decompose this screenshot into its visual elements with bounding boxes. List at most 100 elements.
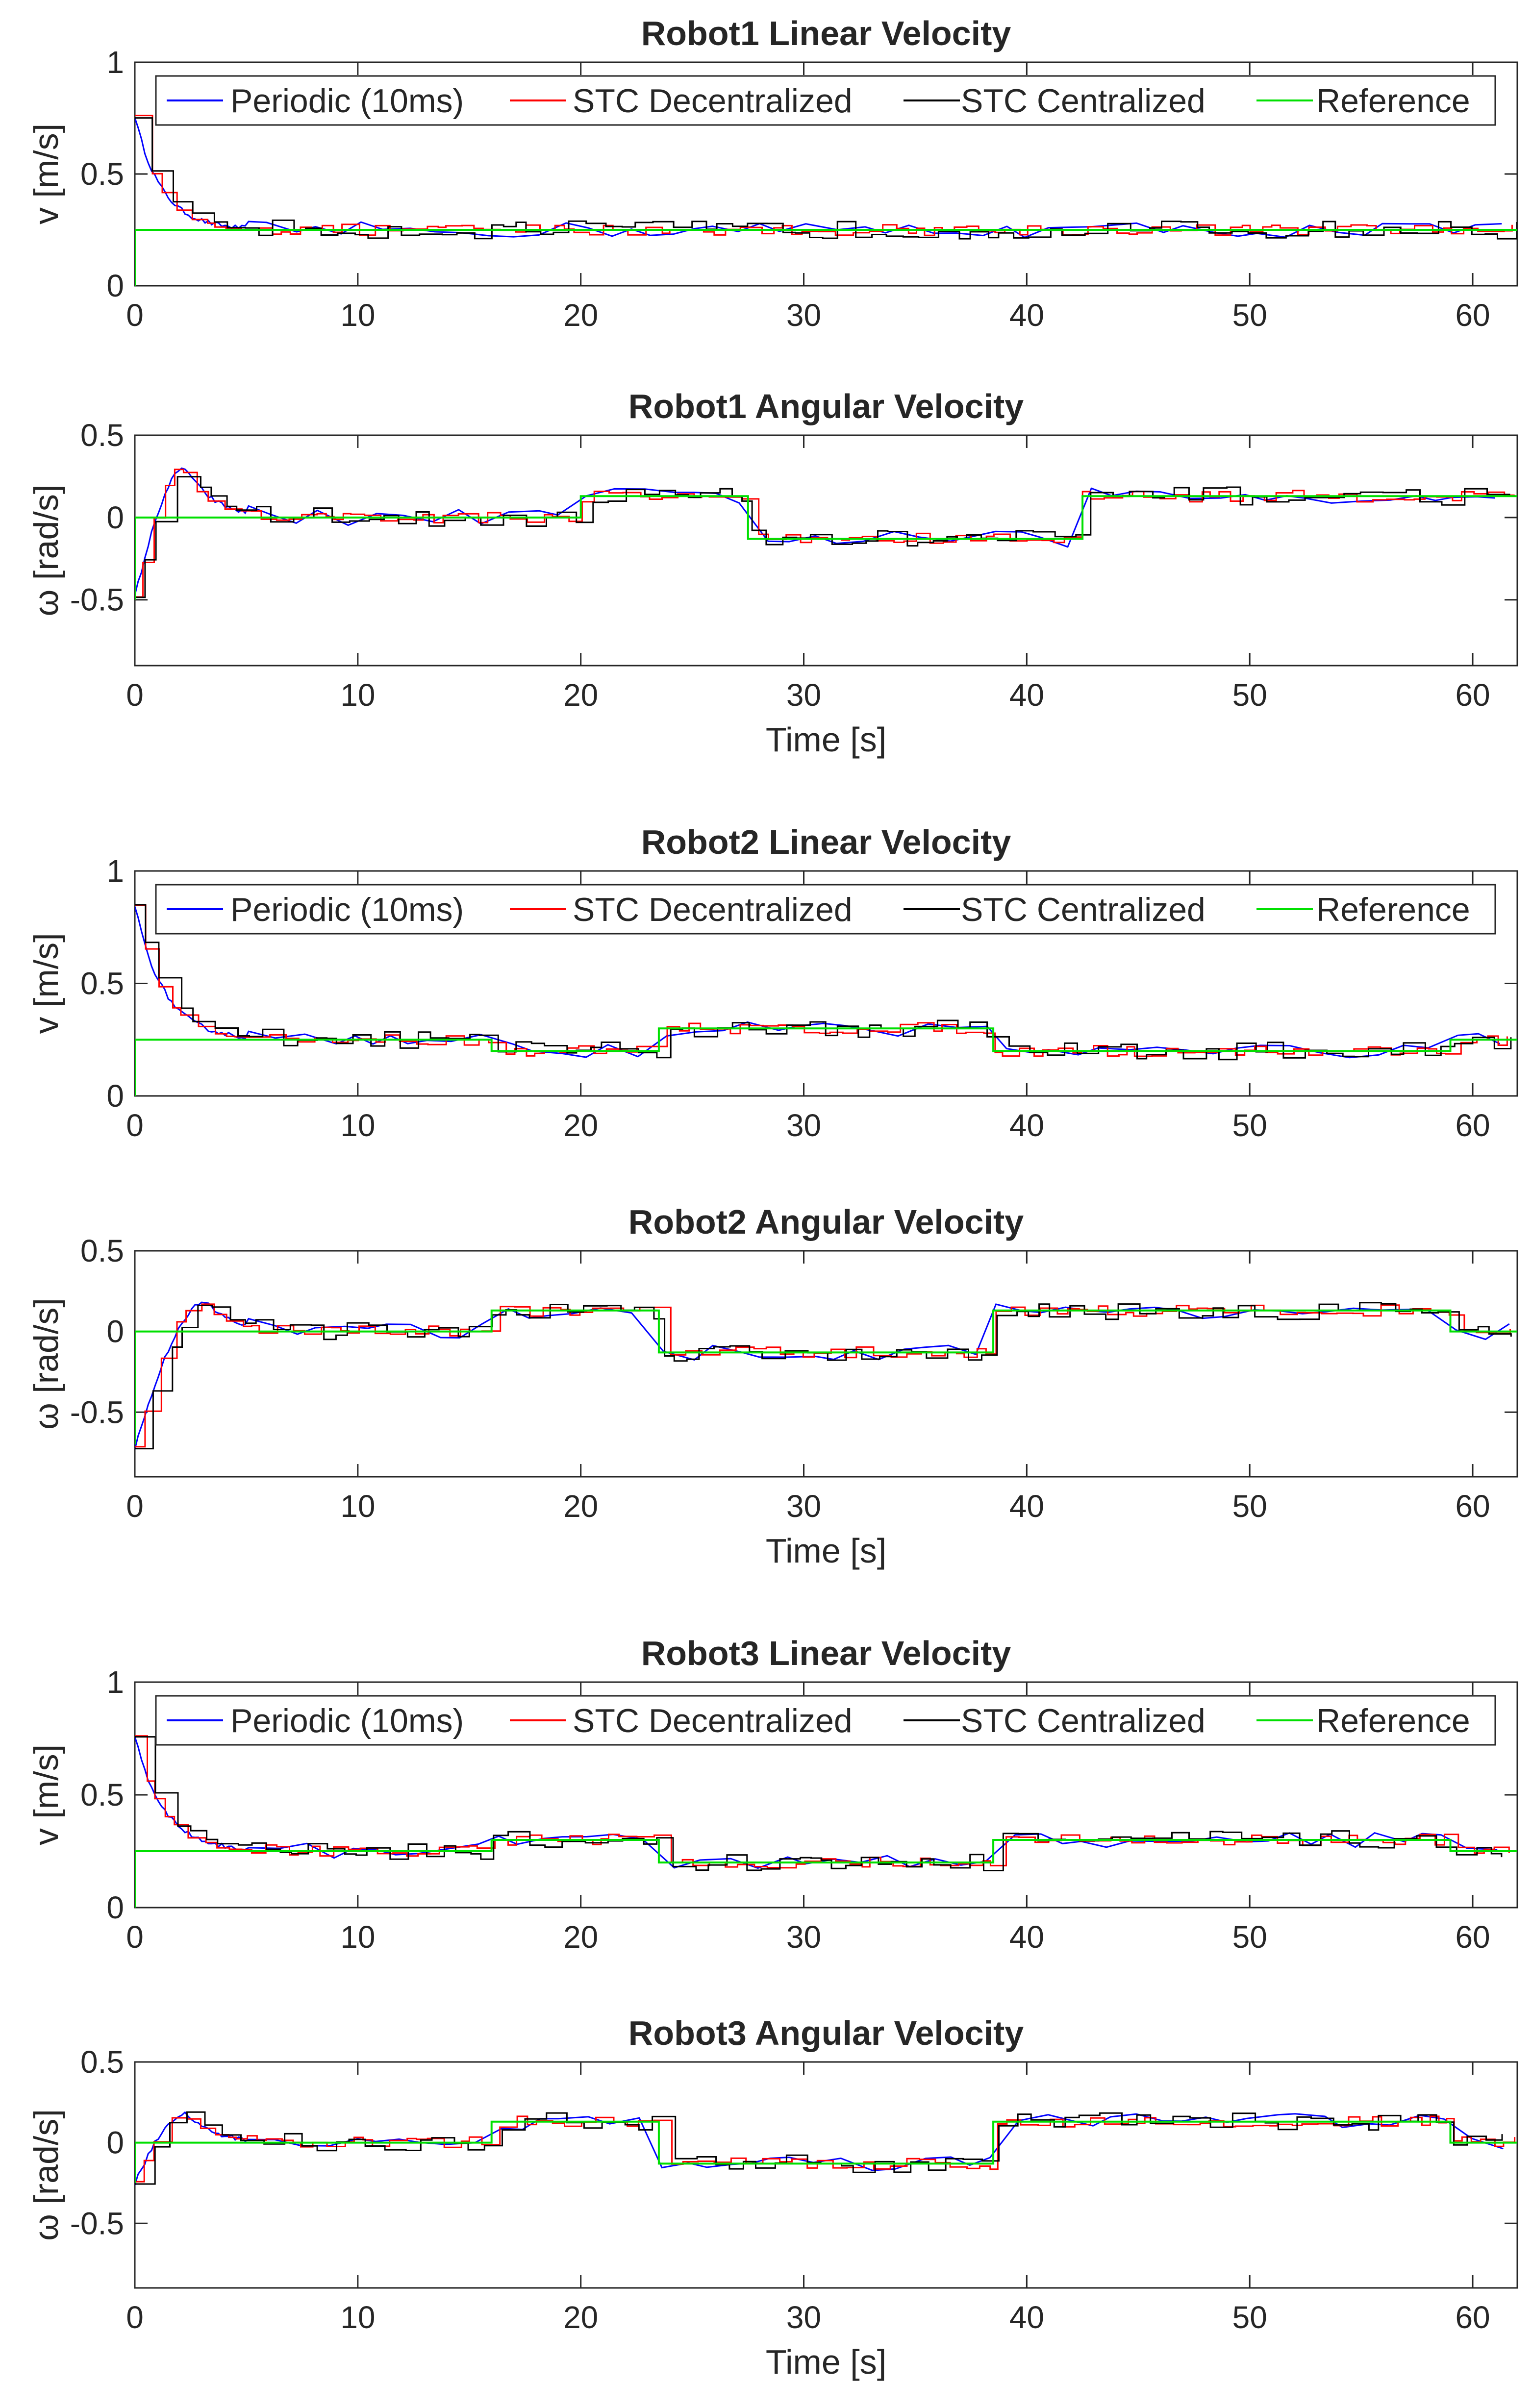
x-tick-label: 40 [1009,1489,1044,1524]
series-line-stc_centralized [135,904,1512,1061]
series-line-reference [135,1309,1517,1445]
series-line-stc_decentralized [135,1735,1510,1869]
legend-label-periodic: Periodic (10ms) [230,82,464,120]
x-axis-label: Time [s] [766,1532,886,1570]
x-tick-label: 50 [1232,677,1267,713]
x-tick-label: 40 [1009,1919,1044,1955]
subplot-1: 0 10 20 30 40 50 60 0 0.5 1 Robot1 Linear Velocity… [27,14,1518,333]
x-tick-label: 0 [126,677,144,713]
x-tick-label: 20 [563,298,598,333]
series-line-periodic [135,1737,1498,1869]
y-tick-label: 1 [106,45,124,80]
x-tick-label: 50 [1232,2300,1267,2335]
axes-box [134,1250,1518,1478]
x-tick-label: 20 [563,1489,598,1524]
x-tick-label: 50 [1232,1919,1267,1955]
subplot-2: 0 10 20 30 40 50 60 -0.5 0 0.5 Robot1 Angular Velo… [27,387,1518,759]
legend-label-stc_decentralized: STC Decentralized [573,891,853,928]
chart-title: Robot3 Angular Velocity [628,2014,1024,2052]
legend-label-periodic: Periodic (10ms) [230,1702,464,1739]
y-tick-label: -0.5 [70,582,124,618]
plot-area [135,904,1517,1096]
y-tick-label: -0.5 [70,2206,124,2241]
x-tick-label: 60 [1455,677,1490,713]
legend-label-reference: Reference [1316,82,1470,120]
chart-title: Robot2 Linear Velocity [641,823,1011,861]
x-tick-label: 10 [340,298,375,333]
subplot-3: 0 10 20 30 40 50 60 0 0.5 1 Robot2 Linear Velocity… [27,823,1518,1143]
x-tick-label: 10 [340,2300,375,2335]
x-tick-label: 0 [126,1489,144,1524]
chart-title: Robot2 Angular Velocity [628,1203,1024,1241]
y-tick-label: 0.5 [80,1777,124,1812]
x-tick-label: 30 [786,298,821,333]
series-line-reference [135,229,1517,286]
plot-area [135,467,1517,600]
series-line-periodic [135,467,1495,596]
axes-box [134,434,1518,667]
x-tick-label: 30 [786,2300,821,2335]
plot-area [135,1735,1517,1908]
legend-label-periodic: Periodic (10ms) [230,891,464,928]
series-line-reference [135,495,1517,600]
x-tick-label: 10 [340,1489,375,1524]
legend-label-stc_centralized: STC Centralized [961,891,1206,928]
x-tick-label: 20 [563,677,598,713]
x-tick-label: 30 [786,1108,821,1143]
legend-label-stc_decentralized: STC Decentralized [573,1702,853,1739]
chart-title: Robot1 Angular Velocity [628,387,1024,425]
legend-label-stc_centralized: STC Centralized [961,1702,1206,1739]
y-tick-label: 0 [106,500,124,535]
series-line-stc_centralized [135,1736,1503,1871]
plot-area [135,115,1517,286]
legend-label-stc_centralized: STC Centralized [961,82,1206,120]
series-line-reference [135,1027,1517,1096]
x-tick-label: 30 [786,1489,821,1524]
y-tick-label: 1 [106,853,124,889]
x-axis-label: Time [s] [766,720,886,759]
x-tick-label: 20 [563,2300,598,2335]
plot-area [135,1301,1517,1450]
subplot-6: 0 10 20 30 40 50 60 -0.5 0 0.5 Robot3 Angular Velo… [27,2014,1518,2381]
y-axis-label: ω [rad/s] [27,2109,65,2241]
y-tick-label: 0 [106,268,124,303]
subplot-5: 0 10 20 30 40 50 60 0 0.5 1 Robot3 Linear Velocity… [27,1634,1518,1955]
x-tick-label: 40 [1009,1108,1044,1143]
x-tick-label: 10 [340,677,375,713]
y-tick-label: 0.5 [80,1233,124,1268]
y-tick-label: 0.5 [80,966,124,1001]
x-tick-label: 50 [1232,1108,1267,1143]
axes-box [134,2061,1518,2289]
x-tick-label: 10 [340,1108,375,1143]
x-axis-label: Time [s] [766,2343,886,2381]
x-tick-label: 0 [126,1919,144,1955]
chart-title: Robot1 Linear Velocity [641,14,1011,52]
y-tick-label: 0.5 [80,418,124,453]
legend-label-stc_decentralized: STC Decentralized [573,82,853,120]
x-tick-label: 40 [1009,298,1044,333]
x-tick-label: 60 [1455,1108,1490,1143]
x-tick-label: 40 [1009,677,1044,713]
chart-title: Robot3 Linear Velocity [641,1634,1011,1672]
y-tick-label: 0 [106,1314,124,1349]
y-tick-label: 0 [106,1890,124,1925]
y-axis-label: v [m/s] [27,933,65,1034]
y-tick-label: 0 [106,2125,124,2160]
x-tick-label: 0 [126,2300,144,2335]
x-tick-label: 60 [1455,2300,1490,2335]
x-tick-label: 0 [126,298,144,333]
legend-label-reference: Reference [1316,891,1470,928]
y-axis-label: ω [rad/s] [27,485,65,617]
x-tick-label: 60 [1455,1489,1490,1524]
x-tick-label: 20 [563,1919,598,1955]
x-tick-label: 60 [1455,1919,1490,1955]
plot-area [135,2111,1517,2185]
y-tick-label: 0.5 [80,156,124,192]
y-tick-label: -0.5 [70,1394,124,1430]
y-tick-label: 0 [106,1078,124,1114]
y-tick-label: 0.5 [80,2044,124,2080]
x-tick-label: 0 [126,1108,144,1143]
x-tick-label: 60 [1455,298,1490,333]
x-tick-label: 50 [1232,1489,1267,1524]
